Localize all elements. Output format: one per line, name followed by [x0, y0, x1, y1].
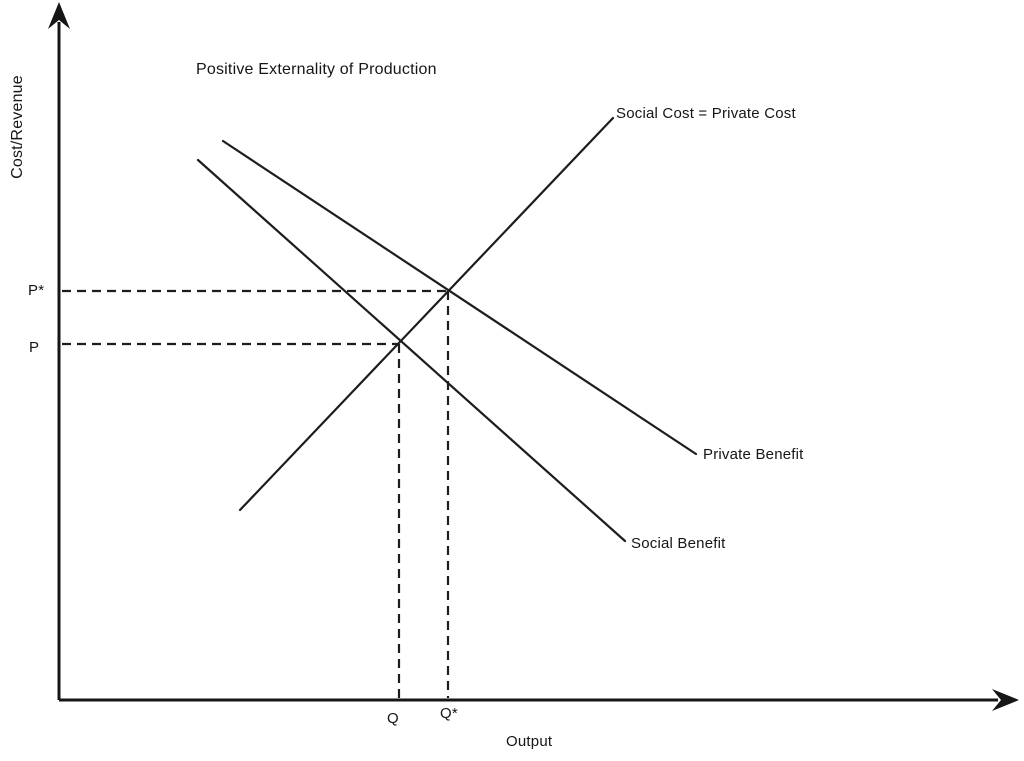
chart-title: Positive Externality of Production: [196, 61, 437, 78]
curve-social-benefit: [196, 158, 627, 543]
price-tick-p: P: [29, 339, 40, 356]
y-axis-label: Cost/Revenue: [9, 75, 26, 179]
price-tick-p-star: P*: [28, 282, 45, 299]
dashed-guides-group: [62, 289, 450, 698]
quantity-tick-q-star: Q*: [440, 705, 458, 722]
curve-private-benefit: [221, 139, 698, 456]
quantity-tick-q: Q: [387, 710, 399, 727]
private-benefit-curve-label: Private Benefit: [703, 446, 804, 463]
supply-curve-label: Social Cost = Private Cost: [616, 105, 796, 122]
y-axis-arrowhead-icon: [48, 2, 70, 29]
x-axis-label: Output: [506, 733, 553, 750]
curves-group: [196, 116, 698, 543]
x-axis-arrowhead-icon: [992, 689, 1019, 711]
social-benefit-curve-label: Social Benefit: [631, 535, 726, 552]
curve-social-cost-private-cost: [238, 116, 615, 512]
